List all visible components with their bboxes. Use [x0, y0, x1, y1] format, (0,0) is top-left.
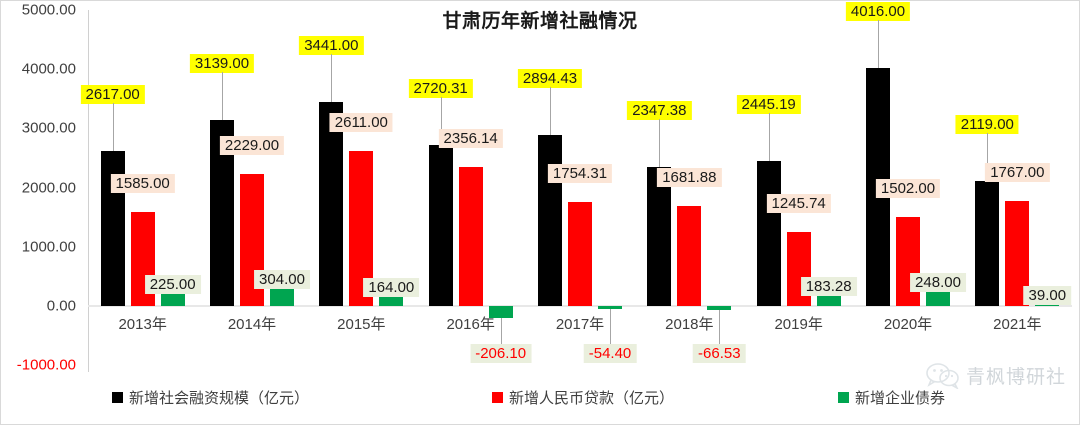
y-tick-label: 5000.00	[21, 1, 76, 19]
bar[interactable]	[756, 161, 781, 306]
chart-title: 甘肃历年新增社融情况	[442, 10, 638, 32]
bar[interactable]	[896, 217, 920, 306]
y-tick-label: 4000.00	[21, 60, 76, 78]
data-label: 1502.00	[875, 179, 941, 199]
data-label: 1754.31	[547, 164, 613, 184]
data-label: 1585.00	[110, 174, 175, 194]
x-tick-label: 2020年	[883, 316, 933, 333]
data-label: 2347.38	[627, 101, 692, 121]
bar[interactable]	[488, 306, 513, 319]
data-label: 1245.74	[766, 194, 831, 214]
label-leader-line	[112, 103, 114, 152]
data-label: 3441.00	[299, 36, 364, 56]
label-leader-line	[987, 132, 989, 181]
label-leader-line	[659, 119, 661, 168]
bar[interactable]	[538, 134, 562, 306]
data-label: 183.28	[800, 277, 857, 297]
x-tick-label: 2019年	[774, 316, 823, 333]
label-leader-line	[878, 20, 879, 69]
data-label: 164.00	[363, 278, 420, 298]
bar[interactable]	[598, 306, 622, 310]
x-tick-label: 2021年	[993, 316, 1042, 333]
bar[interactable]	[975, 180, 1000, 306]
bar[interactable]	[647, 167, 672, 306]
legend-item[interactable]: 新增社会融资规模（亿元）	[112, 387, 309, 408]
bar[interactable]	[160, 292, 185, 306]
data-label: -66.53	[693, 344, 746, 363]
data-label: 304.00	[254, 270, 310, 289]
zero-baseline	[88, 305, 1072, 307]
data-label: 3139.00	[189, 54, 255, 74]
data-label: 225.00	[144, 274, 201, 294]
bar[interactable]	[270, 288, 294, 306]
chart-legend: 新增社会融资规模（亿元） 新增人民币贷款（亿元） 新增企业债券	[0, 385, 1080, 415]
y-tick-label: 3000.00	[21, 119, 76, 137]
y-tick-label: 0.00	[46, 297, 76, 315]
data-label: 2356.14	[438, 128, 503, 148]
label-leader-line	[719, 309, 721, 344]
label-leader-line	[768, 113, 770, 162]
data-label: 2611.00	[329, 113, 393, 133]
x-tick-label: 2016年	[446, 316, 495, 333]
watermark: 青枫博研社	[926, 362, 1066, 389]
y-axis-line	[88, 10, 89, 372]
x-tick-label: 2015年	[337, 316, 386, 333]
data-label: 2229.00	[219, 136, 285, 156]
y-tick-label: 2000.00	[21, 179, 76, 197]
x-tick-label: 2017年	[555, 316, 605, 333]
label-leader-line	[331, 54, 333, 103]
y-axis-labels: 5000.00 4000.00 3000.00 2000.00 1000.00 0.00 -…	[0, 0, 88, 425]
legend-swatch	[838, 392, 849, 403]
wechat-icon	[926, 362, 959, 389]
data-label: 39.00	[1023, 285, 1072, 305]
label-leader-line	[610, 309, 611, 344]
bar[interactable]	[568, 202, 592, 306]
data-label: 2894.43	[517, 68, 583, 88]
data-label: 1767.00	[985, 163, 1050, 183]
label-leader-line	[500, 318, 502, 344]
x-tick-label: 2018年	[665, 316, 714, 333]
bar[interactable]	[319, 102, 344, 306]
x-tick-label: 2014年	[227, 316, 277, 333]
data-label: -206.10	[470, 344, 532, 363]
legend-item[interactable]: 新增企业债券	[838, 387, 945, 408]
bar[interactable]	[816, 295, 841, 306]
data-label: 1681.88	[657, 168, 722, 188]
watermark-text: 青枫博研社	[965, 366, 1066, 388]
x-tick-label: 2013年	[118, 316, 167, 333]
legend-label: 新增人民币贷款（亿元）	[509, 390, 675, 407]
data-label: -54.40	[583, 344, 637, 363]
bar[interactable]	[1035, 303, 1060, 306]
bar[interactable]	[428, 144, 453, 306]
data-label: 2720.31	[408, 78, 473, 98]
legend-swatch	[112, 392, 123, 403]
x-axis-labels: 2013年 2014年 2015年 2016年 2017年 2018年 2019年 2020年…	[88, 313, 1072, 339]
legend-swatch	[492, 392, 503, 403]
bar[interactable]	[926, 291, 950, 306]
label-leader-line	[222, 72, 223, 121]
bar[interactable]	[379, 296, 404, 306]
legend-label: 新增社会融资规模（亿元）	[129, 390, 310, 407]
bar[interactable]	[458, 166, 483, 306]
label-leader-line	[550, 86, 551, 135]
label-leader-line	[440, 96, 442, 145]
legend-item[interactable]: 新增人民币贷款（亿元）	[492, 387, 674, 408]
plot-area: 2617.00 3139.00 3441.00 2720.31 2894.43 2347.…	[80, 2, 1072, 363]
data-label: 2119.00	[955, 114, 1019, 134]
bar[interactable]	[707, 306, 732, 310]
data-label: 4016.00	[845, 2, 911, 22]
data-label: 2617.00	[80, 85, 145, 105]
data-label: 2445.19	[736, 95, 801, 115]
data-label: 248.00	[910, 273, 966, 293]
legend-label: 新增企业债券	[855, 390, 946, 407]
y-tick-label: 1000.00	[21, 238, 76, 256]
y-tick-label: -1000.00	[16, 356, 76, 374]
bar[interactable]	[677, 206, 702, 306]
